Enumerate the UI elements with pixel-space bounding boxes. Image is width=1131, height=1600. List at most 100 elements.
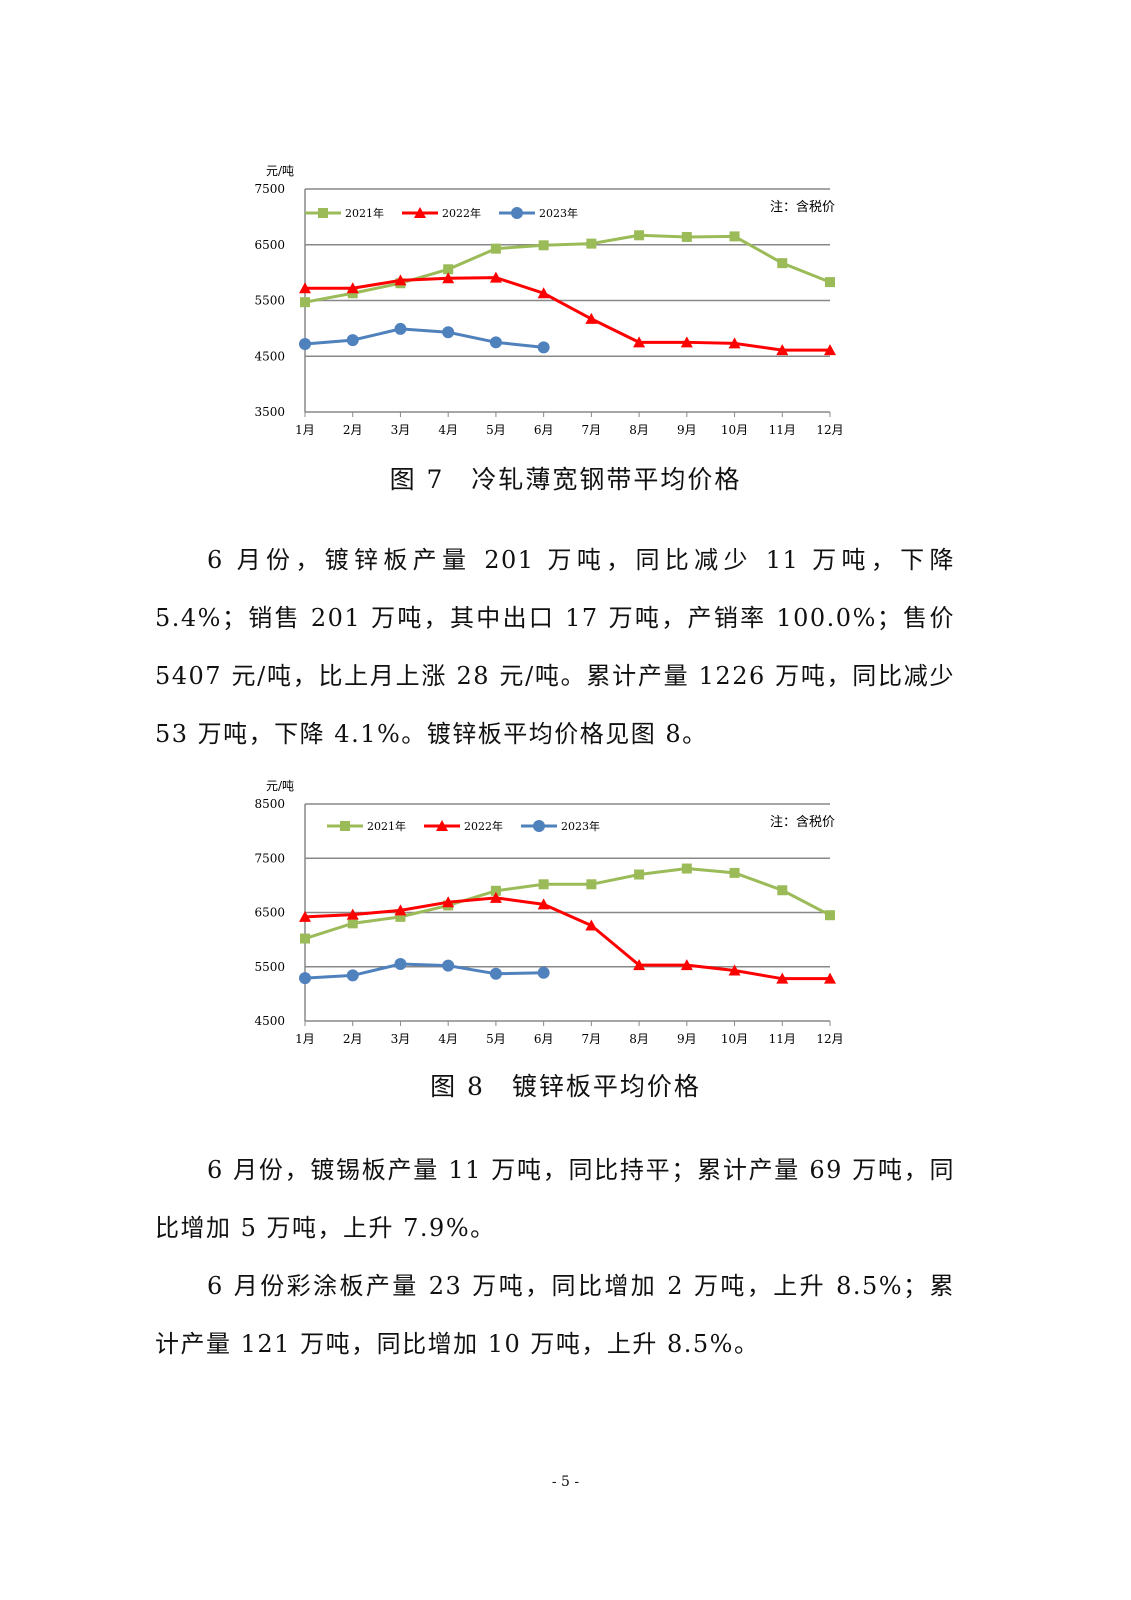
series-line-2021年 — [304, 233, 831, 304]
x-tick-label: 4月 — [438, 423, 458, 437]
data-point-2021年 — [729, 867, 740, 878]
chart-fig7: 元/吨 3500 4500 5500 6500 7500 1月 2月 3月 4月 5月 6月 7月 8月 9… — [250, 155, 870, 445]
legend-marker — [511, 207, 523, 219]
data-point-2023年 — [489, 967, 502, 980]
x-tick-label: 5月 — [486, 1032, 506, 1046]
data-point-2021年 — [586, 879, 597, 890]
data-point-2022年 — [346, 908, 359, 920]
data-point-2021年 — [825, 910, 835, 921]
data-point-2021年 — [586, 238, 597, 249]
legend-label: 2021年 — [367, 819, 406, 833]
data-point-2022年 — [585, 312, 598, 324]
paragraph-color-coated: 6 月份彩涂板产量 23 万吨，同比增加 2 万吨，上升 8.5%；累计产量 1… — [155, 1272, 955, 1358]
data-point-2022年 — [633, 336, 646, 348]
data-point-2021年 — [490, 243, 501, 254]
data-point-2021年 — [490, 885, 501, 896]
data-point-2023年 — [537, 341, 550, 354]
data-point-2023年 — [299, 972, 311, 985]
data-point-2021年 — [634, 869, 645, 880]
paragraph-tinplate: 6 月份，镀锡板产量 11 万吨，同比持平；累计产量 69 万吨，同比增加 5 … — [155, 1156, 955, 1242]
x-tick-label: 5月 — [486, 423, 506, 437]
x-tick-label: 3月 — [391, 423, 411, 437]
y-tick-label: 6500 — [254, 238, 285, 252]
data-point-2021年 — [443, 264, 454, 275]
data-point-2022年 — [585, 919, 598, 931]
data-point-2023年 — [537, 966, 550, 979]
y-tick-label: 7500 — [254, 851, 285, 865]
data-point-2023年 — [394, 322, 407, 335]
data-point-2023年 — [442, 326, 455, 339]
x-tick-label: 8月 — [629, 423, 649, 437]
x-tick-label: 2月 — [343, 1032, 363, 1046]
y-axis-unit: 元/吨 — [266, 164, 294, 178]
x-tick-label: 9月 — [677, 423, 697, 437]
data-point-2021年 — [300, 297, 310, 308]
data-point-2022年 — [633, 959, 646, 971]
page-number: - 5 - — [551, 1474, 580, 1490]
y-tick-label: 4500 — [254, 1014, 285, 1028]
y-tick-label: 7500 — [254, 182, 285, 196]
x-tick-label: 2月 — [343, 423, 363, 437]
x-tick-label: 12月 — [816, 1032, 843, 1046]
y-axis-unit: 元/吨 — [266, 779, 294, 793]
data-point-2021年 — [300, 933, 310, 944]
data-point-2022年 — [442, 896, 455, 908]
data-point-2023年 — [299, 337, 311, 350]
x-tick-label: 11月 — [769, 423, 796, 437]
legend-label: 2022年 — [442, 206, 481, 220]
data-point-2021年 — [777, 258, 788, 269]
legend-label: 2023年 — [539, 206, 578, 220]
data-point-2022年 — [824, 972, 836, 984]
data-point-2022年 — [394, 274, 407, 286]
data-point-2022年 — [299, 282, 311, 294]
data-point-2022年 — [776, 344, 789, 356]
x-tick-label: 7月 — [582, 423, 602, 437]
y-tick-label: 5500 — [254, 294, 285, 308]
data-point-2021年 — [347, 918, 358, 929]
data-point-2021年 — [681, 231, 692, 242]
legend-label: 2021年 — [345, 206, 384, 220]
data-point-2022年 — [299, 910, 311, 922]
data-point-2022年 — [442, 272, 455, 284]
y-tick-label: 5500 — [254, 960, 285, 974]
data-point-2022年 — [394, 904, 407, 916]
x-tick-label: 1月 — [295, 423, 315, 437]
data-point-2022年 — [537, 898, 550, 910]
data-point-2022年 — [489, 891, 502, 903]
caption-fig8: 图 8 镀锌板平均价格 — [430, 1072, 701, 1101]
legend-label: 2023年 — [561, 819, 600, 833]
x-tick-label: 11月 — [769, 1032, 796, 1046]
chart-fig8-svg: 元/吨 4500 5500 6500 7500 8500 1月 2月 3月 4月 5月 6月 7月 8月 9… — [254, 779, 843, 1046]
data-point-2023年 — [394, 958, 407, 971]
data-point-2021年 — [777, 885, 788, 896]
data-point-2021年 — [395, 911, 406, 922]
data-point-2021年 — [538, 240, 549, 251]
legend-marker — [533, 820, 545, 832]
data-point-2021年 — [538, 879, 549, 890]
data-point-2022年 — [489, 271, 502, 283]
series-line-2022年 — [305, 276, 830, 352]
data-point-2022年 — [776, 972, 789, 984]
data-point-2023年 — [346, 969, 359, 982]
data-point-2023年 — [346, 334, 359, 347]
legend-marker — [318, 208, 328, 218]
legend-label: 2022年 — [464, 819, 503, 833]
data-point-2022年 — [824, 344, 836, 356]
data-point-2021年 — [681, 863, 692, 874]
x-tick-label: 10月 — [721, 1032, 748, 1046]
data-point-2022年 — [680, 959, 693, 971]
series-line-2023年 — [304, 962, 544, 980]
data-point-2023年 — [442, 959, 455, 972]
series-line-2022年 — [304, 896, 830, 981]
chart-note: 注：含税价 — [770, 199, 835, 215]
legend-marker — [340, 821, 350, 831]
data-point-2022年 — [346, 282, 359, 294]
series-line-2021年 — [304, 867, 831, 940]
chart-fig8: 元/吨 4500 5500 6500 7500 8500 1月 2月 3月 4月 5月 6月 7月 8月 9… — [250, 770, 870, 1060]
data-point-2022年 — [728, 337, 741, 349]
data-point-2023年 — [489, 336, 502, 349]
data-point-2021年 — [634, 230, 645, 241]
x-tick-label: 10月 — [721, 423, 748, 437]
x-tick-label: 3月 — [391, 1032, 411, 1046]
